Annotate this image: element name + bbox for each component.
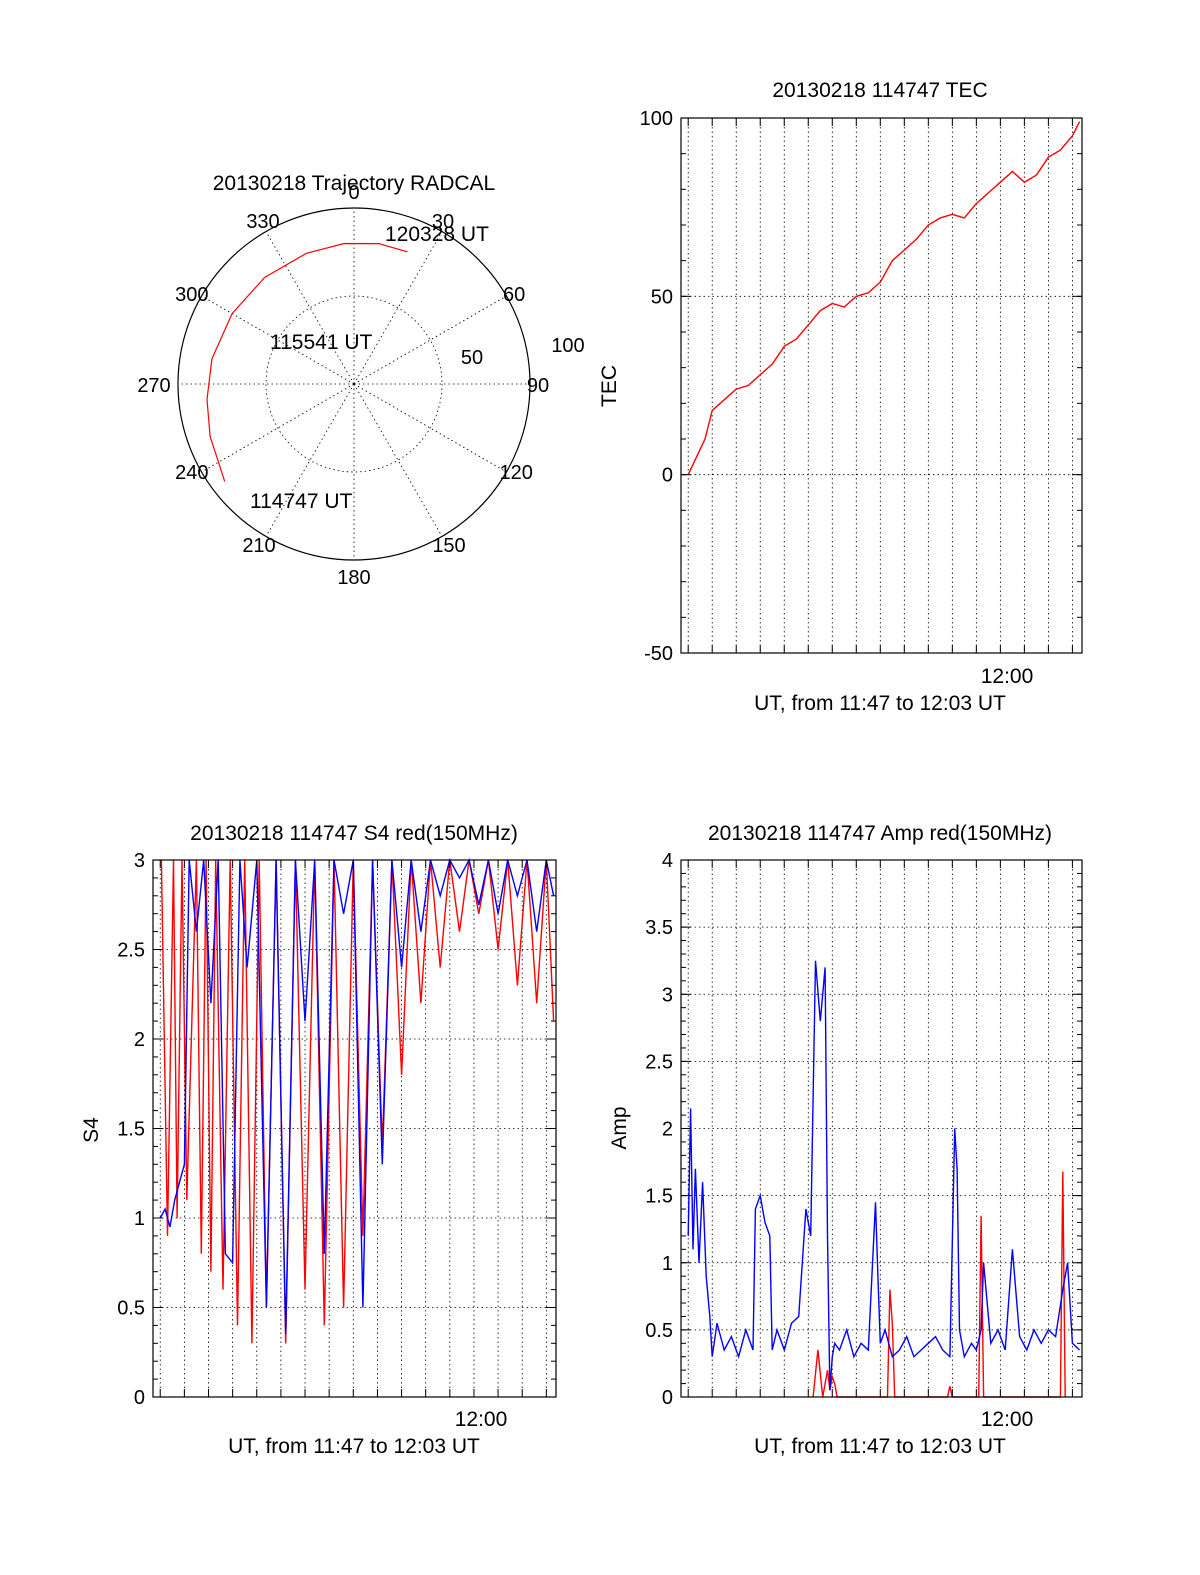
polar-angle-label-90: 90 [527, 375, 549, 397]
amp-ytick-label: 4 [662, 850, 673, 872]
polar-angle-labels: 0 30 60 90 120 150 180 210 240 270 300 330 [137, 182, 549, 589]
amp-series-layer [687, 960, 1081, 1398]
polar-outer-circle [177, 207, 531, 561]
amp-title: 20130218 114747 Amp red(150MHz) [708, 822, 1052, 845]
polar-angle-label-270: 270 [137, 375, 170, 397]
s4-ytick-label: 0 [134, 1387, 145, 1409]
tec-xlabel: UT, from 11:47 to 12:03 UT [754, 692, 1006, 715]
trajectory-panel: 20130218 Trajectory RADCAL 0 30 60 90 120 150… [137, 172, 584, 589]
polar-grid [178, 208, 530, 560]
tec-xtick-label: 12:00 [981, 665, 1034, 688]
s4-title: 20130218 114747 S4 red(150MHz) [190, 822, 518, 845]
amp-ytick-label: 0.5 [645, 1320, 673, 1342]
tec-plot-frame [680, 117, 1083, 654]
s4-xtick-label: 12:00 [455, 1408, 508, 1431]
s4-ytick-label: 2.5 [117, 940, 145, 962]
polar-ring-50 [265, 295, 443, 473]
tec-title: 20130218 114747 TEC [772, 79, 987, 102]
amp-ytick-label: 2 [662, 1119, 673, 1141]
s4-series-layer [159, 857, 555, 1344]
polar-angle-label-120: 120 [499, 462, 532, 484]
s4-ytick-label: 2 [134, 1029, 145, 1051]
amp-series-red-line [812, 1171, 1066, 1398]
amp-xlabel: UT, from 11:47 to 12:03 UT [754, 1435, 1006, 1458]
s4-xlabel: UT, from 11:47 to 12:03 UT [228, 1435, 480, 1458]
s4-ytick-label: 3 [134, 850, 145, 872]
amp-grid [681, 860, 1082, 1397]
tec-ytick-label: 100 [640, 108, 673, 130]
polar-radial-label-100: 100 [551, 335, 584, 357]
polar-spoke-330 [265, 231, 355, 385]
amp-ytick-label: 3.5 [645, 917, 673, 939]
s4-ytick-label: 1.5 [117, 1119, 145, 1141]
polar-spoke-150 [353, 383, 443, 537]
amp-ylabel: Amp [608, 1106, 631, 1149]
tec-ytick-label: 50 [651, 286, 673, 308]
amp-series-blue-line [687, 960, 1081, 1391]
polar-angle-label-210: 210 [242, 535, 275, 557]
track-label-mid: 115541 UT [270, 331, 373, 354]
amp-plot-frame [680, 859, 1083, 1398]
s4-ytick-label: 1 [134, 1208, 145, 1230]
tec-ylabel: TEC [598, 365, 621, 407]
track-label-end: 120328 UT [385, 223, 489, 246]
trajectory-title: 20130218 Trajectory RADCAL [213, 172, 496, 195]
amp-ytick-label: 1.5 [645, 1186, 673, 1208]
polar-angle-label-300: 300 [175, 284, 208, 306]
tec-series-red-line [687, 121, 1081, 475]
track-label-start: 114747 UT [250, 490, 353, 513]
polar-angle-label-30: 30 [432, 211, 454, 233]
s4-ytick-label: 0.5 [117, 1298, 145, 1320]
tec-ytick-label: -50 [644, 643, 673, 665]
polar-angle-label-240: 240 [175, 462, 208, 484]
polar-spoke-60 [353, 295, 507, 385]
tec-series-layer [687, 121, 1081, 475]
amp-panel: 20130218 114747 Amp red(150MHz) 0 0.5 1 1.5… [608, 822, 1083, 1458]
polar-angle-label-180: 180 [337, 567, 370, 589]
amp-ytick-label: 3 [662, 984, 673, 1006]
tec-ytick-label: 0 [662, 465, 673, 487]
polar-angle-label-150: 150 [432, 535, 465, 557]
trajectory-track-line [206, 242, 408, 482]
s4-ylabel: S4 [80, 1117, 103, 1143]
s4-panel: 20130218 114747 S4 red(150MHz) 0 0.5 1 1.5 2… [80, 822, 557, 1458]
polar-radial-label-50: 50 [461, 347, 483, 369]
polar-angle-label-60: 60 [503, 284, 525, 306]
amp-xtick-label: 12:00 [981, 1408, 1034, 1431]
polar-spoke-210 [265, 383, 355, 537]
amp-ytick-label: 2.5 [645, 1051, 673, 1073]
tec-tick-layer: -50 0 50 100 [640, 108, 1082, 665]
polar-angle-label-0: 0 [348, 182, 359, 204]
polar-angle-label-330: 330 [246, 211, 279, 233]
tec-grid [681, 118, 1082, 653]
amp-ytick-label: 0 [662, 1387, 673, 1409]
s4-tick-layer: 0 0.5 1 1.5 2 2.5 3 [117, 850, 556, 1409]
amp-ytick-label: 1 [662, 1253, 673, 1275]
s4-series-red-line [160, 859, 555, 1344]
amp-tick-layer: 0 0.5 1 1.5 2 2.5 3 3.5 4 [645, 850, 1082, 1409]
